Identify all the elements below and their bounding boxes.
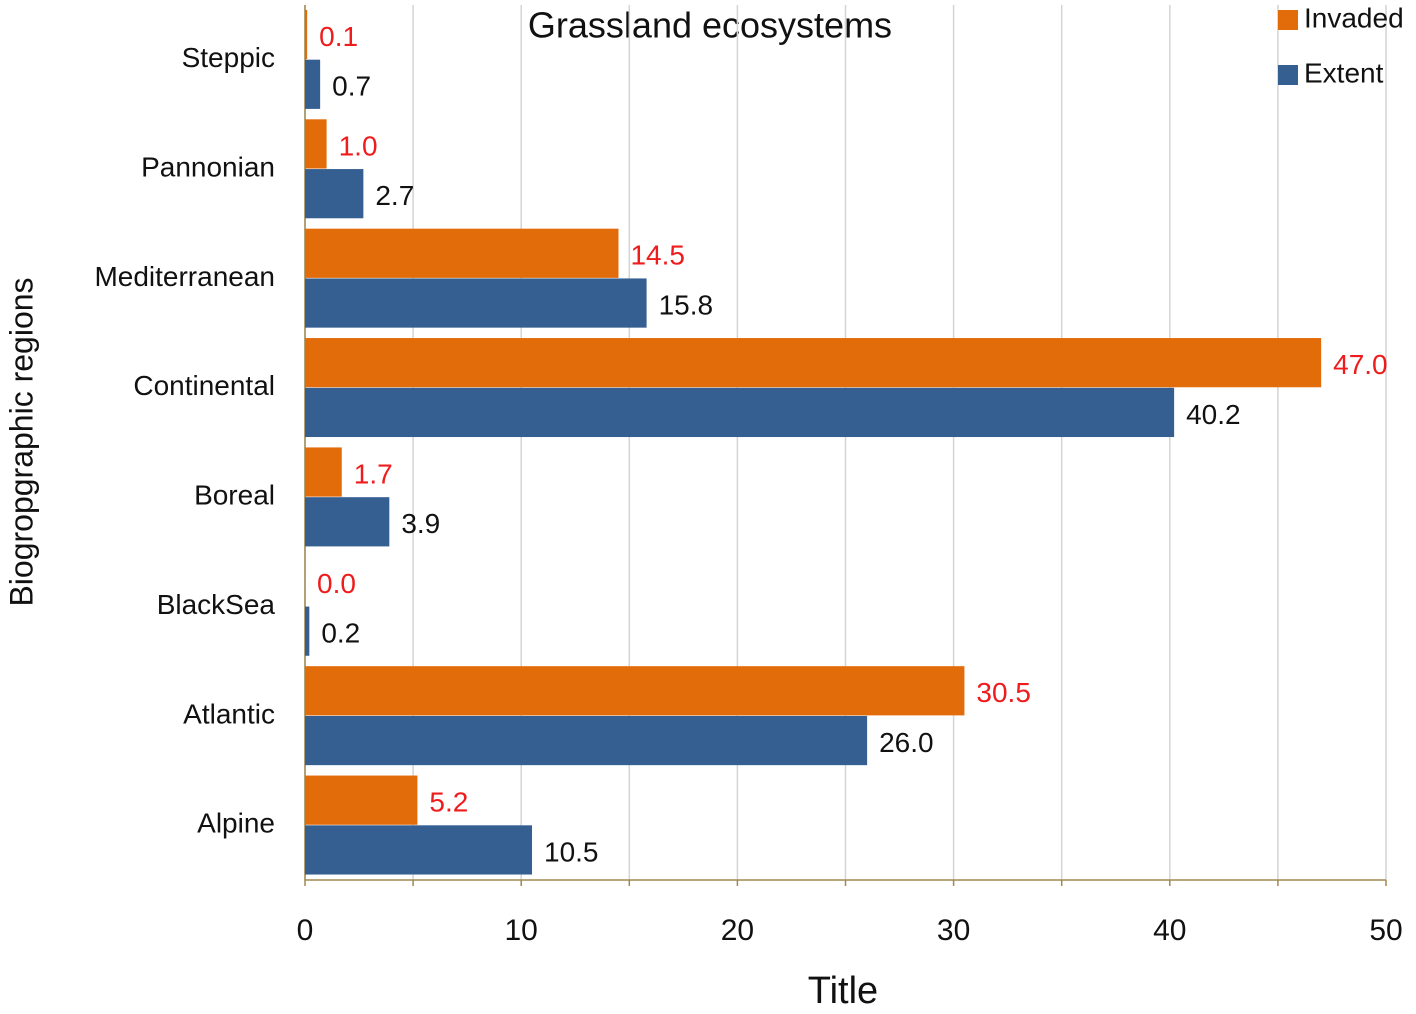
y-tick-label: Pannonian: [141, 151, 275, 182]
x-tick-label: 30: [937, 914, 970, 947]
value-label: 30.5: [976, 677, 1030, 708]
x-tick-label: 10: [505, 914, 538, 947]
value-label: 2.7: [375, 180, 414, 211]
value-label: 10.5: [544, 836, 599, 867]
bar: [305, 666, 965, 716]
y-tick-label: Steppic: [182, 42, 275, 73]
x-tick-label: 50: [1369, 914, 1402, 947]
bar: [305, 338, 1322, 388]
value-label: 0.1: [319, 21, 358, 52]
y-axis-label: Biogropgraphic regions: [3, 277, 39, 606]
y-tick-label: Atlantic: [183, 698, 275, 729]
bar: [305, 9, 308, 60]
value-label: 0.0: [317, 568, 356, 599]
bar: [305, 387, 1175, 438]
y-tick-label: Alpine: [197, 808, 275, 839]
bar: [305, 606, 310, 656]
x-tick-label: 20: [721, 914, 754, 947]
value-label: 26.0: [879, 727, 934, 758]
bar: [305, 278, 647, 328]
bar: [305, 59, 321, 109]
bar: [305, 497, 390, 547]
value-label: 40.2: [1186, 399, 1241, 430]
x-tick-label: 0: [297, 914, 314, 947]
chart-title: Grassland ecosystems: [528, 5, 892, 46]
y-tick-label: Mediterranean: [94, 261, 275, 292]
value-label: 47.0: [1333, 349, 1388, 380]
value-label: 0.2: [321, 618, 360, 649]
legend-label: Extent: [1304, 57, 1384, 88]
legend-swatch: [1278, 10, 1298, 30]
bar: [305, 169, 364, 219]
bar: [305, 775, 418, 825]
bar: [305, 715, 868, 766]
value-label: 15.8: [659, 289, 714, 320]
value-label: 0.7: [332, 71, 371, 102]
bar: [305, 825, 533, 875]
y-tick-label: BlackSea: [157, 589, 276, 620]
legend-label: Invaded: [1304, 2, 1404, 33]
value-label: 14.5: [630, 240, 685, 271]
y-tick-label: Boreal: [194, 480, 275, 511]
bar: [305, 447, 342, 497]
value-label: 3.9: [401, 508, 440, 539]
bar: [305, 228, 619, 278]
bar: [305, 119, 327, 169]
x-axis-label: Title: [808, 970, 878, 1012]
y-tick-label: Continental: [133, 370, 275, 401]
x-tick-label: 40: [1153, 914, 1186, 947]
legend-swatch: [1278, 65, 1298, 85]
value-label: 1.0: [339, 130, 378, 161]
value-label: 5.2: [429, 787, 468, 818]
value-label: 1.7: [354, 458, 393, 489]
